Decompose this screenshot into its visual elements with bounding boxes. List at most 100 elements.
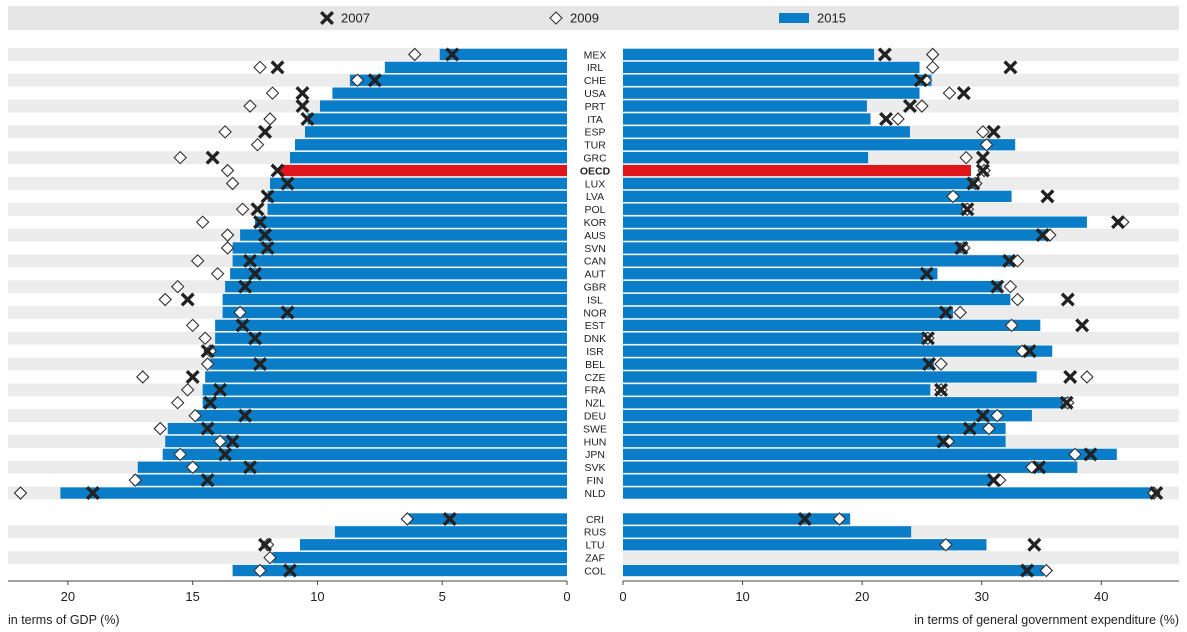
- right-marker-2007-nzl-stroke-b: [1059, 395, 1074, 410]
- right-marker-2007-can: [1002, 253, 1017, 268]
- right-marker-2007-isr: [1022, 344, 1037, 359]
- left-bar-isr: [210, 345, 567, 357]
- right-marker-2009-esp: [976, 125, 990, 139]
- right-marker-2009-prt: [915, 99, 929, 113]
- left-marker-2009-col: [253, 563, 267, 578]
- right-bar-dnk: [623, 332, 928, 344]
- category-label-gbr: GBR: [584, 281, 607, 293]
- right-bar-che: [623, 74, 932, 86]
- legend-cross-icon: [319, 10, 335, 26]
- right-bar-nld: [623, 487, 1156, 499]
- right-marker-2009-isl: [1010, 292, 1025, 307]
- left-marker-2009-can: [190, 254, 205, 268]
- left-marker-2009-prt: [243, 99, 257, 113]
- right-bar-ltu: [623, 539, 987, 551]
- right-marker-2007-cri-stroke-b: [797, 511, 812, 526]
- left-marker-2009-est: [185, 318, 200, 333]
- right-marker-2007-che-stroke-b: [913, 73, 928, 88]
- right-marker-2007-est-stroke-b: [1075, 318, 1090, 333]
- left-marker-2009-aut: [210, 266, 225, 281]
- right-marker-2007-deu-stroke-b: [975, 408, 990, 423]
- left-marker-2009-ita: [263, 112, 277, 126]
- left-marker-2007-col-stroke-b: [282, 563, 297, 578]
- category-label-nld: NLD: [584, 488, 605, 500]
- left-marker-2007-prt: [295, 99, 310, 114]
- legend-cross-icon-stroke-b: [319, 10, 335, 26]
- left-bar-col: [232, 564, 568, 577]
- left-marker-2007-che: [367, 73, 382, 88]
- left-marker-2007-irl: [270, 60, 285, 75]
- right-marker-2007-lva-stroke-b: [1040, 189, 1055, 204]
- right-marker-2007-oecd-stroke-b: [975, 163, 990, 178]
- category-labels: MEXIRLCHEUSAPRTITAESPTURGRCOECDLUXLVAPOL…: [580, 49, 611, 577]
- left-marker-2007-deu: [238, 408, 253, 423]
- left-marker-2007-isr-stroke-b: [200, 344, 215, 359]
- left-bar-tur: [294, 139, 567, 151]
- right-marker-2009-cri: [832, 512, 847, 526]
- left-marker-2009-che: [350, 73, 365, 88]
- left-marker-2007-cri: [442, 511, 457, 526]
- right-marker-2007-pol-stroke-b: [960, 202, 975, 217]
- category-label-nor: NOR: [583, 307, 607, 319]
- right-marker-2007-col-stroke-b: [1020, 563, 1035, 578]
- right-marker-2007-grc: [975, 150, 990, 165]
- left-marker-2007-isl-stroke-b: [180, 292, 195, 307]
- right-marker-2007-nor: [938, 305, 953, 320]
- left-bar-est: [215, 319, 568, 331]
- right-marker-2007-esp-stroke-b: [986, 124, 1001, 139]
- left-bar-oecd: [280, 164, 567, 177]
- left-bar-pol: [267, 203, 567, 215]
- left-marker-2007-svk: [243, 460, 258, 475]
- right-marker-2007-nld: [1149, 486, 1164, 501]
- right-marker-2007-gbr-stroke-b: [990, 279, 1005, 294]
- right-marker-2007-deu: [975, 408, 990, 423]
- row-stripe-left: [8, 48, 567, 61]
- category-label-prt: PRT: [585, 101, 606, 113]
- right-bar-isr: [623, 345, 1053, 357]
- right-marker-2007-fin: [986, 473, 1001, 488]
- left-marker-2007-cze-stroke-b: [185, 369, 200, 384]
- right-marker-2007-aut: [919, 266, 934, 281]
- right-marker-2009-irl: [925, 60, 940, 75]
- right-marker-2009-ltu: [939, 537, 953, 552]
- right-marker-2007-dnk-stroke-b: [920, 331, 935, 346]
- left-marker-2007-gbr: [238, 279, 253, 294]
- right-bar-cri: [623, 513, 851, 525]
- right-marker-2007-usa: [956, 86, 971, 101]
- right-marker-2009-col: [1039, 563, 1054, 578]
- left-marker-2009-svk: [185, 460, 200, 475]
- right-marker-2007-can-stroke-b: [1002, 253, 1017, 268]
- category-label-fin: FIN: [587, 475, 604, 487]
- left-marker-2007-oecd-stroke-b: [270, 163, 285, 178]
- left-marker-2007-svk-stroke-b: [243, 460, 258, 475]
- right-bar-kor: [623, 216, 1087, 228]
- category-label-est: EST: [585, 320, 606, 332]
- left-bar-hun: [165, 435, 567, 448]
- right-bar-nzl: [623, 397, 1067, 409]
- left-marker-2009-tur: [250, 137, 265, 152]
- right-bar-svk: [623, 461, 1078, 473]
- left-marker-2009-grc: [173, 150, 187, 165]
- left-marker-2007-hun-stroke-b: [225, 434, 240, 449]
- legend-item-2007: 2007: [319, 10, 370, 26]
- right-bar-jpn: [623, 448, 1117, 460]
- right-bar-hun: [623, 435, 1006, 448]
- right-marker-2009-deu: [990, 408, 1005, 423]
- category-label-rus: RUS: [584, 527, 606, 539]
- right-marker-2009-grc: [959, 150, 973, 165]
- left-bar-nld: [60, 487, 567, 499]
- left-bar-rus: [334, 526, 567, 538]
- left-marker-2007-dnk: [248, 331, 263, 346]
- right-marker-2007-prt: [902, 99, 917, 114]
- left-marker-2007-usa: [295, 86, 310, 101]
- right-marker-2007-irl: [1003, 60, 1018, 75]
- left-x-tick-label: 20: [61, 589, 75, 604]
- right-bar-fin: [623, 474, 992, 486]
- category-label-lux: LUX: [585, 178, 605, 190]
- left-bar-gbr: [225, 281, 567, 293]
- category-label-irl: IRL: [587, 62, 604, 74]
- left-bar-dnk: [215, 332, 568, 344]
- left-marker-2007-cri-stroke-b: [442, 511, 457, 526]
- left-marker-2007-aus: [258, 228, 273, 243]
